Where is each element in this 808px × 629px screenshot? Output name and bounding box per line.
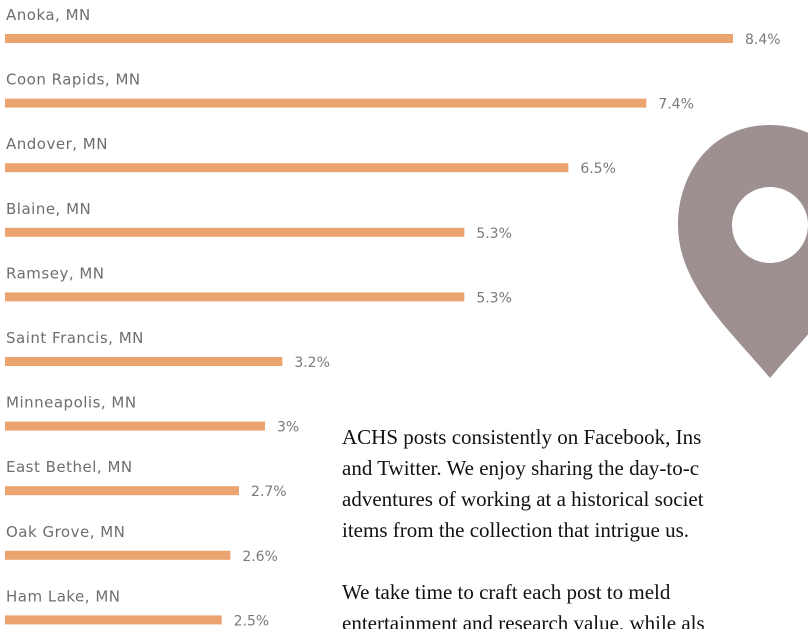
bar <box>5 292 465 302</box>
bar <box>5 34 733 43</box>
value-label: 2.5% <box>234 613 270 629</box>
category-label: Saint Francis, MN <box>6 329 144 347</box>
paragraph-line: entertainment and research value, while … <box>342 611 705 629</box>
paragraph-line: items from the collection that intrigue … <box>342 518 689 542</box>
bar <box>5 227 465 237</box>
category-label: Minneapolis, MN <box>6 394 137 412</box>
paragraph-line: adventures of working at a historical so… <box>342 487 704 511</box>
value-label: 5.3% <box>476 226 512 242</box>
bar <box>5 615 222 625</box>
value-label: 7.4% <box>658 97 694 113</box>
paragraph-line: ACHS posts consistently on Facebook, Ins <box>342 425 701 449</box>
category-label: Anoka, MN <box>6 6 91 24</box>
paragraph-line: We take time to craft each post to meld <box>342 580 671 604</box>
category-label: Andover, MN <box>6 135 108 153</box>
category-label: Blaine, MN <box>6 200 91 218</box>
bar <box>5 98 647 108</box>
category-label: Ramsey, MN <box>6 264 105 282</box>
value-label: 5.3% <box>476 290 512 306</box>
value-label: 6.5% <box>580 161 616 177</box>
value-label: 2.6% <box>242 549 278 565</box>
value-label: 8.4% <box>745 32 781 48</box>
bar <box>5 163 569 173</box>
value-label: 3.2% <box>294 355 330 371</box>
category-label: Coon Rapids, MN <box>6 71 141 89</box>
value-label: 3% <box>277 420 299 436</box>
bar <box>5 486 239 496</box>
value-label: 2.7% <box>251 484 287 500</box>
map-pin-icon <box>678 125 808 378</box>
bar <box>5 421 265 431</box>
bar <box>5 357 283 366</box>
category-label: Oak Grove, MN <box>6 523 125 541</box>
category-label: East Bethel, MN <box>6 458 133 476</box>
bar <box>5 550 231 560</box>
pin-hole <box>732 187 808 263</box>
paragraph-line: and Twitter. We enjoy sharing the day-to… <box>342 456 699 480</box>
category-label: Ham Lake, MN <box>6 587 120 605</box>
